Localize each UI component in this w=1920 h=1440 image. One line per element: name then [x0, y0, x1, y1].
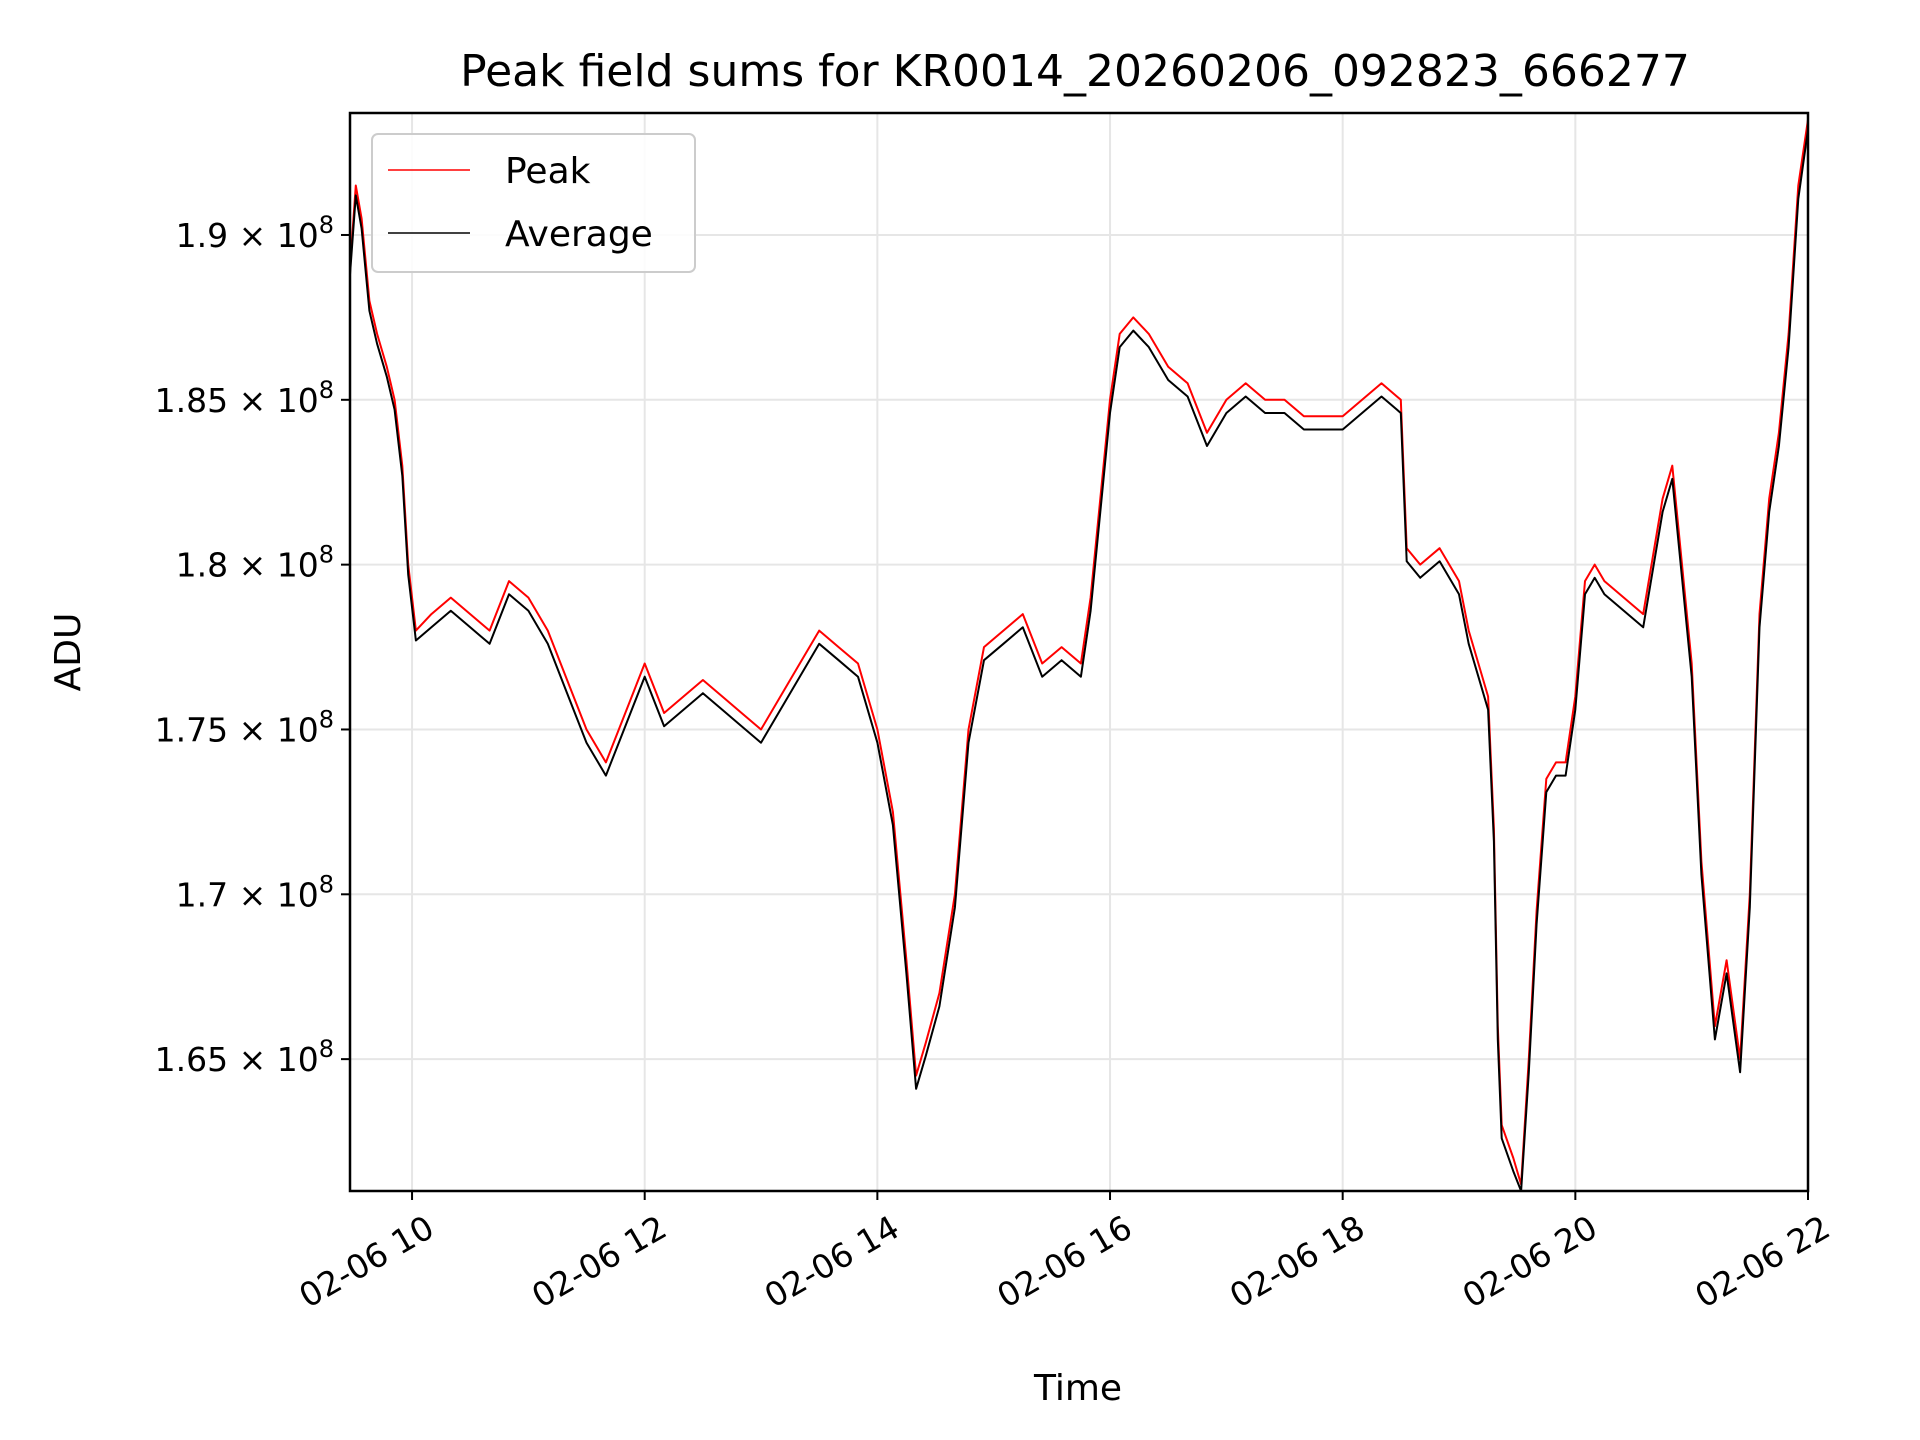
y-tick-base: 10 — [277, 216, 319, 255]
legend-label-average: Average — [505, 214, 653, 255]
y-tick-base: 10 — [277, 710, 319, 749]
y-tick-exponent: 8 — [319, 541, 334, 569]
y-tick-mantissa: 1.65 — [155, 1040, 228, 1079]
legend: Peak Average — [371, 133, 696, 273]
y-tick-exponent: 8 — [319, 870, 334, 898]
y-tick-mantissa: 1.7 — [176, 875, 228, 914]
y-tick-times: × — [228, 381, 277, 420]
y-tick-label: 1.85 × 108 — [155, 376, 334, 420]
y-tick-label: 1.9 × 108 — [176, 211, 334, 255]
x-axis-label: Time — [1033, 1368, 1122, 1409]
plot-frame — [348, 111, 1810, 1193]
legend-box — [371, 133, 696, 273]
y-tick-exponent: 8 — [319, 1035, 334, 1063]
y-tick-times: × — [228, 710, 277, 749]
y-tick-base: 10 — [277, 546, 319, 585]
y-tick-times: × — [228, 546, 277, 585]
y-tick-mantissa: 1.85 — [155, 381, 228, 420]
y-tick-mantissa: 1.75 — [155, 710, 228, 749]
series-line-peak — [349, 119, 1809, 1186]
y-tick-base: 10 — [277, 381, 319, 420]
y-tick-base: 10 — [277, 875, 319, 914]
y-tick-label: 1.65 × 108 — [155, 1035, 334, 1079]
y-tick-exponent: 8 — [319, 376, 334, 404]
y-tick-label: 1.7 × 108 — [176, 870, 334, 914]
y-tick-mantissa: 1.9 — [176, 216, 228, 255]
y-tick-label: 1.8 × 108 — [176, 541, 334, 585]
grid — [350, 113, 1809, 1191]
y-tick-exponent: 8 — [319, 211, 334, 239]
y-tick-label: 1.75 × 108 — [155, 705, 334, 749]
y-tick-times: × — [228, 875, 277, 914]
y-tick-exponent: 8 — [319, 705, 334, 733]
y-axis-label: ADU — [48, 613, 89, 692]
y-tick-times: × — [228, 1040, 277, 1079]
y-tick-mantissa: 1.8 — [176, 546, 228, 585]
plot-series — [349, 119, 1809, 1192]
series-line-average — [349, 129, 1809, 1192]
legend-label-peak: Peak — [505, 151, 591, 192]
y-tick-times: × — [228, 216, 277, 255]
y-tick-base: 10 — [277, 1040, 319, 1079]
chart-title: Peak field sums for KR0014_20260206_0928… — [460, 46, 1690, 97]
